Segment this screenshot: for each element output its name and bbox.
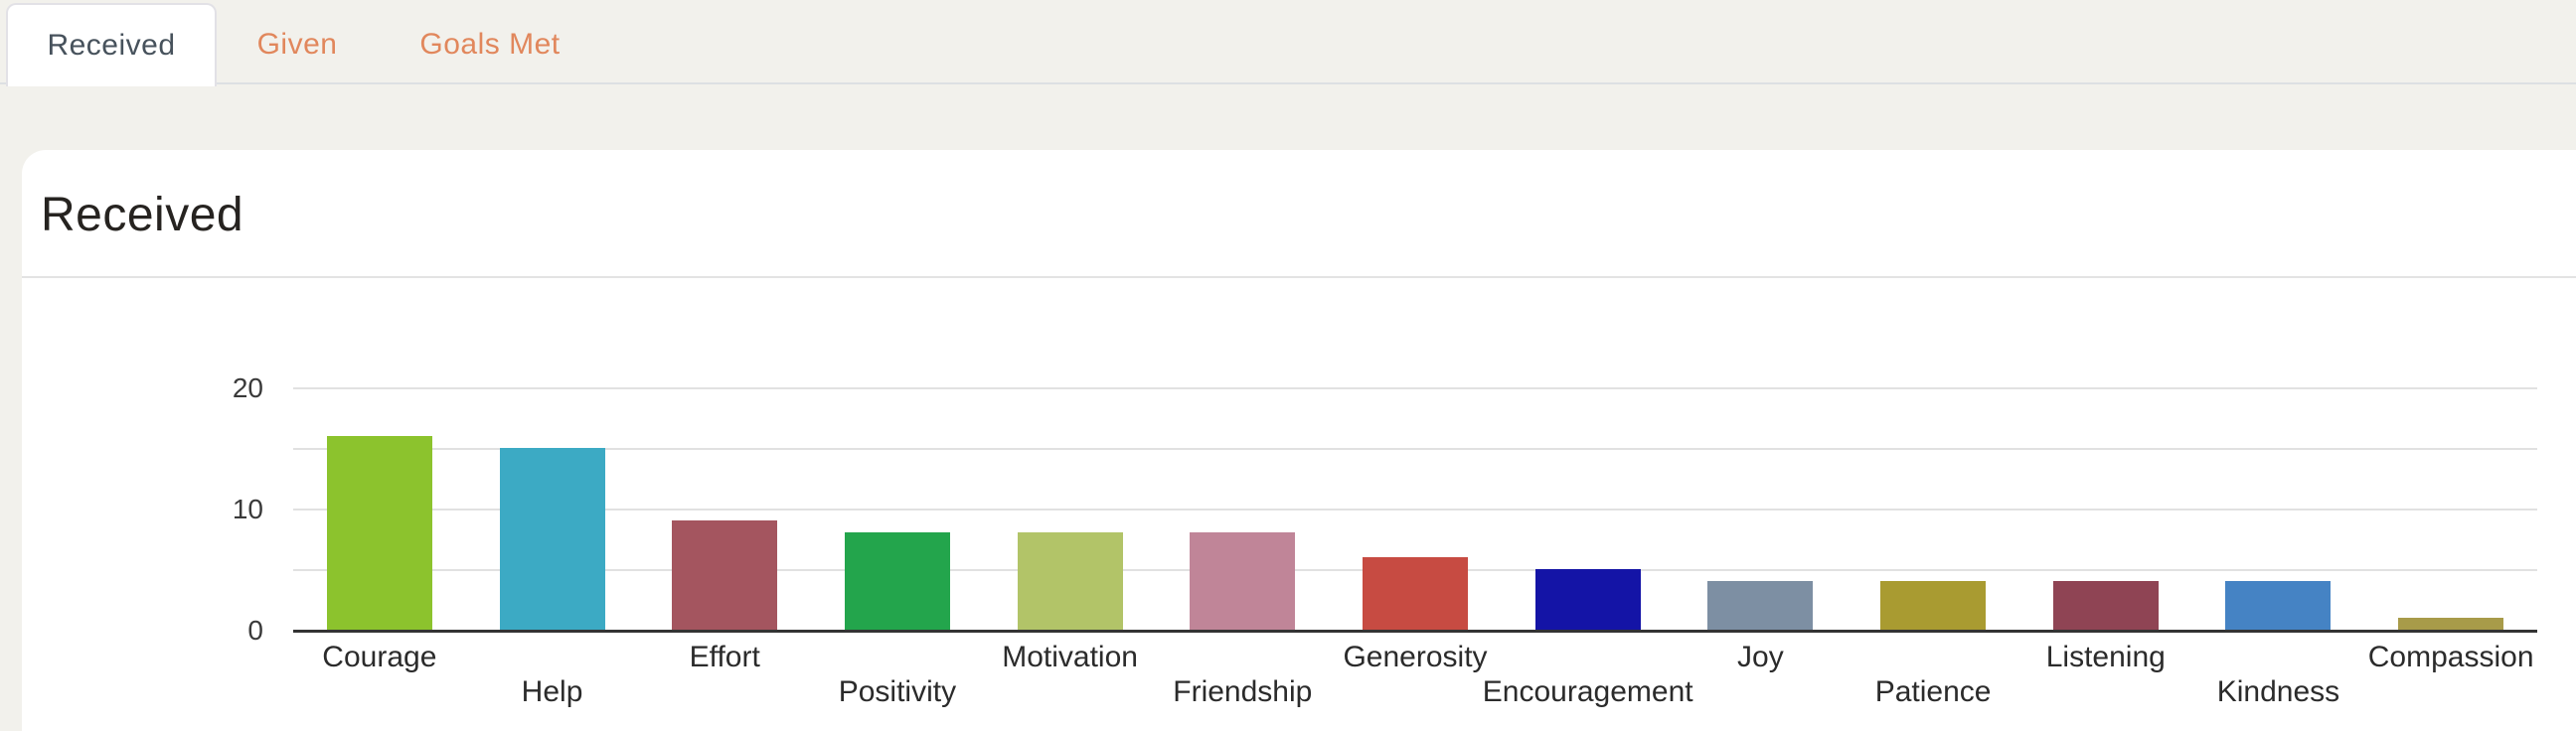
bar-slot [1847, 150, 2019, 630]
bar-slot [293, 150, 466, 630]
x-axis-label-generosity: Generosity [1343, 641, 1488, 673]
tab-received[interactable]: Received [6, 3, 217, 86]
tab-goals-met-label: Goals Met [419, 28, 561, 61]
x-axis-label-patience: Patience [1874, 675, 1992, 708]
x-axis-label-positivity: Positivity [838, 675, 957, 708]
tab-goals-met[interactable]: Goals Met [377, 3, 603, 86]
card-header: Received [22, 150, 2576, 278]
y-axis-tick: 10 [232, 494, 263, 524]
bar-slot [1502, 150, 1675, 630]
x-axis-label-effort: Effort [689, 641, 760, 673]
bar-encouragement[interactable] [1534, 569, 1641, 630]
bar-positivity[interactable] [844, 532, 950, 630]
x-axis-label-kindness: Kindness [2216, 675, 2340, 708]
bar-slot [466, 150, 639, 630]
gridline [293, 509, 2537, 511]
bar-slot [2364, 150, 2537, 630]
bar-motivation[interactable] [1017, 532, 1123, 630]
bar-slot [1156, 150, 1329, 630]
x-axis-label-listening: Listening [2045, 641, 2166, 673]
tab-given[interactable]: Given [218, 3, 377, 86]
bar-compassion[interactable] [2398, 618, 2504, 630]
tab-given-label: Given [256, 28, 338, 61]
x-axis-label-joy: Joy [1737, 641, 1784, 673]
bars-container [293, 150, 2537, 630]
bar-kindness[interactable] [2225, 581, 2332, 630]
x-axis-label-courage: Courage [322, 641, 437, 673]
bar-chart: 0 10 20 Courage Help Effort Positivity Motivati… [22, 150, 2576, 731]
bar-slot [638, 150, 811, 630]
gridline [293, 387, 2537, 389]
bar-help[interactable] [499, 448, 605, 630]
bar-slot [1329, 150, 1502, 630]
x-axis-label-friendship: Friendship [1173, 675, 1313, 708]
x-axis-label-help: Help [521, 675, 583, 708]
bar-generosity[interactable] [1362, 557, 1468, 630]
tab-received-label: Received [47, 29, 176, 62]
x-axis-line [293, 630, 2537, 633]
bar-joy[interactable] [1707, 581, 1814, 630]
y-axis-tick: 20 [232, 372, 263, 403]
x-axis-label-compassion: Compassion [2367, 641, 2534, 673]
bar-slot [1675, 150, 1848, 630]
x-axis-label-motivation: Motivation [1002, 641, 1138, 673]
bar-effort[interactable] [672, 520, 778, 630]
y-axis-tick: 0 [247, 615, 263, 646]
x-axis-label-encouragement: Encouragement [1482, 675, 1693, 708]
bar-slot [811, 150, 984, 630]
tab-bar: Received Given Goals Met [0, 0, 2576, 86]
bar-slot [984, 150, 1157, 630]
bar-listening[interactable] [2052, 581, 2159, 630]
bar-patience[interactable] [1880, 581, 1987, 630]
page-title: Received [41, 189, 244, 241]
received-card: Received 0 10 20 Courage Help Effort Positivit… [22, 150, 2576, 731]
bar-slot [2192, 150, 2365, 630]
bar-slot [2019, 150, 2192, 630]
bar-courage[interactable] [326, 436, 432, 630]
bar-friendship[interactable] [1190, 532, 1296, 630]
gridline [293, 448, 2537, 450]
